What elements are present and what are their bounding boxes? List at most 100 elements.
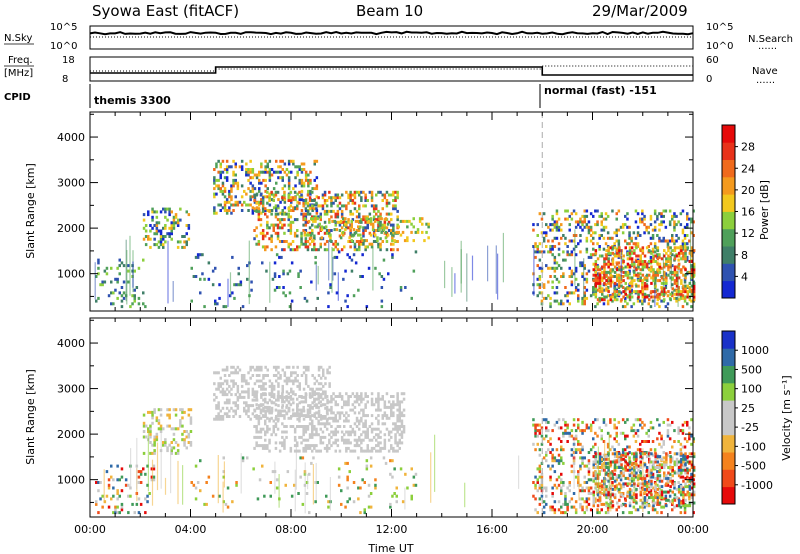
scatter-cell	[392, 207, 395, 211]
scatter-cell	[574, 245, 578, 248]
scatter-cell	[654, 490, 657, 494]
scatter-cell	[675, 273, 679, 277]
scatter-cell	[668, 472, 672, 476]
scatter-cell	[304, 176, 308, 180]
scatter-cell	[162, 427, 165, 431]
scatter-cell	[534, 426, 537, 430]
scatter-cell	[245, 409, 248, 413]
scatter-cell	[217, 170, 220, 174]
scatter-cell	[172, 427, 176, 431]
scatter-cell	[592, 242, 595, 246]
scatter-cell	[306, 411, 310, 415]
scatter-cell	[311, 425, 314, 428]
scatter-cell	[372, 207, 376, 211]
scatter-cell	[624, 504, 627, 508]
scatter-cell	[666, 453, 670, 457]
scatter-cell	[213, 371, 216, 375]
scatter-cell	[630, 471, 634, 475]
scatter-cell	[375, 433, 378, 437]
scatter-cell	[666, 418, 670, 422]
scatter-cell	[287, 159, 291, 163]
scatter-cell	[600, 429, 603, 433]
scatter-cell	[581, 296, 584, 300]
scatter-cell	[668, 209, 672, 213]
scatter-cell	[404, 472, 407, 476]
scatter-cell	[660, 281, 664, 285]
scatter-cell	[688, 281, 692, 285]
scatter-cell	[626, 476, 630, 480]
scatter-cell	[168, 416, 171, 420]
scatter-cell	[675, 284, 679, 288]
scatter-cell	[223, 187, 227, 191]
scatter-cell	[628, 487, 632, 491]
scatter-cell	[122, 280, 126, 284]
scatter-cell	[228, 189, 231, 193]
scatter-cell	[624, 455, 627, 459]
scatter-cell	[549, 467, 552, 471]
scatter-cell	[560, 302, 563, 306]
scatter-cell	[176, 449, 180, 453]
scatter-cell	[133, 511, 136, 515]
scatter-cell	[404, 286, 407, 289]
scatter-cell	[238, 200, 242, 204]
scatter-cell	[187, 226, 191, 230]
scatter-cell	[596, 298, 600, 302]
scatter-cell	[601, 290, 604, 294]
scatter-cell	[336, 193, 340, 197]
scatter-cell	[605, 273, 608, 277]
scatter-cell	[683, 242, 687, 246]
scatter-cell	[641, 265, 645, 269]
scatter-cell	[153, 438, 156, 442]
scatter-cell	[358, 435, 361, 439]
scatter-cell	[272, 199, 275, 202]
scatter-cell	[634, 431, 638, 435]
scatter-cell	[310, 236, 313, 240]
scatter-cell	[594, 223, 597, 227]
scatter-cell	[594, 292, 598, 296]
scatter-cell	[362, 231, 365, 235]
scatter-cell	[566, 426, 569, 430]
scatter-cell	[311, 427, 314, 431]
scatter-cell	[307, 181, 310, 185]
scatter-cell	[643, 292, 647, 296]
scatter-cell	[658, 305, 661, 309]
scatter-cell	[217, 178, 220, 182]
scatter-cell	[649, 214, 653, 218]
scatter-cell	[628, 496, 632, 500]
scatter-cell	[577, 299, 580, 303]
scatter-cell	[652, 276, 655, 280]
scatter-cell	[351, 193, 355, 197]
scatter-cell	[635, 463, 638, 467]
scatter-cell	[346, 461, 349, 465]
scatter-cell	[385, 199, 389, 202]
scatter-cell	[653, 508, 657, 512]
scatter-cell	[650, 496, 653, 500]
scatter-cell	[618, 246, 621, 250]
scatter-cell	[653, 448, 657, 452]
scatter-cell	[168, 235, 171, 238]
scatter-cell	[671, 474, 674, 478]
scatter-cell	[232, 415, 235, 418]
scatter-cell	[675, 290, 679, 294]
scatter-cell	[311, 190, 314, 194]
scatter-cell	[613, 485, 617, 489]
scatter-cell	[217, 187, 220, 191]
scatter-cell	[308, 422, 312, 426]
scatter-cell	[353, 400, 357, 404]
scatter-cell	[372, 218, 376, 222]
scatter-cell	[628, 456, 631, 460]
scatter-cell	[166, 413, 169, 417]
scatter-cell	[564, 492, 567, 495]
scatter-cell	[675, 292, 679, 296]
scatter-cell	[618, 268, 621, 272]
scatter-cell	[368, 212, 372, 216]
y-tick-label: 1000	[57, 268, 85, 281]
scatter-cell	[307, 384, 310, 388]
scatter-cell	[353, 248, 357, 252]
scatter-cell	[536, 442, 539, 446]
scatter-cell	[95, 481, 98, 484]
scatter-cell	[325, 408, 329, 412]
scatter-cell	[652, 466, 655, 469]
scatter-cell	[263, 494, 266, 498]
scatter-cell	[690, 260, 694, 263]
